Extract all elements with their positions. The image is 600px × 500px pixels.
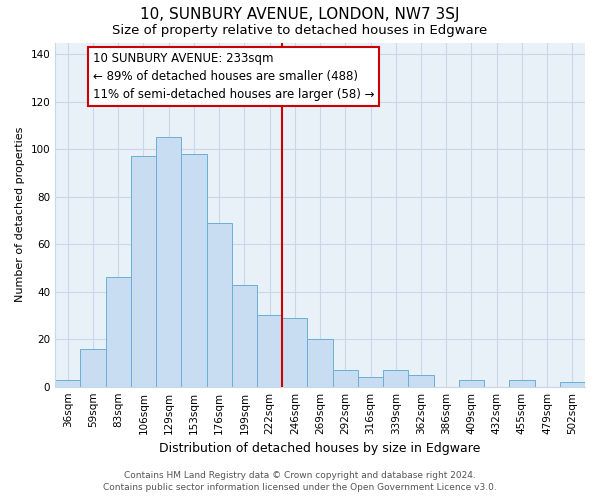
Bar xyxy=(560,382,585,386)
Text: Size of property relative to detached houses in Edgware: Size of property relative to detached ho… xyxy=(112,24,488,37)
Bar xyxy=(131,156,156,386)
Text: Contains HM Land Registry data © Crown copyright and database right 2024.
Contai: Contains HM Land Registry data © Crown c… xyxy=(103,471,497,492)
Text: 10 SUNBURY AVENUE: 233sqm
← 89% of detached houses are smaller (488)
11% of semi: 10 SUNBURY AVENUE: 233sqm ← 89% of detac… xyxy=(93,52,374,101)
Bar xyxy=(409,375,434,386)
Bar xyxy=(332,370,358,386)
Bar xyxy=(80,348,106,387)
Bar xyxy=(459,380,484,386)
Bar xyxy=(307,339,332,386)
Bar xyxy=(181,154,206,386)
Bar xyxy=(55,380,80,386)
Bar xyxy=(282,318,307,386)
Y-axis label: Number of detached properties: Number of detached properties xyxy=(15,127,25,302)
Bar xyxy=(509,380,535,386)
Bar xyxy=(383,370,409,386)
Bar xyxy=(257,316,282,386)
Bar xyxy=(358,377,383,386)
Text: 10, SUNBURY AVENUE, LONDON, NW7 3SJ: 10, SUNBURY AVENUE, LONDON, NW7 3SJ xyxy=(140,8,460,22)
Bar xyxy=(232,284,257,386)
Bar xyxy=(106,278,131,386)
Bar xyxy=(156,138,181,386)
Bar xyxy=(206,223,232,386)
X-axis label: Distribution of detached houses by size in Edgware: Distribution of detached houses by size … xyxy=(160,442,481,455)
